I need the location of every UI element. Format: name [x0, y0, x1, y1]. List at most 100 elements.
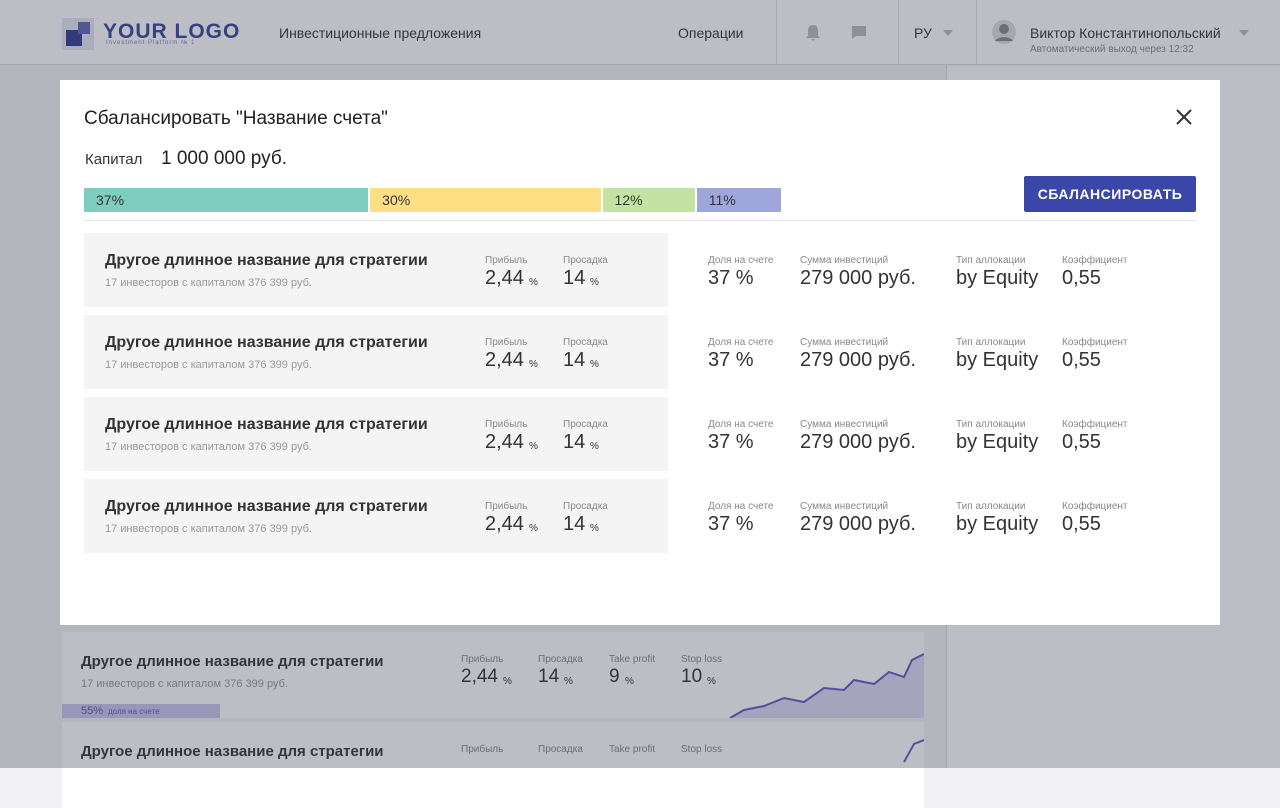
- close-button[interactable]: [1176, 109, 1192, 125]
- user-note: Автоматический выход через 12:32: [1030, 44, 1194, 55]
- strategy-investors: 17 инвесторов с капиталом 376 399 руб.: [81, 678, 288, 690]
- stat-label: Доля на счете: [708, 337, 774, 348]
- allocation-label: 30%: [382, 192, 411, 208]
- stat-label: Прибыль: [485, 337, 528, 348]
- header: YOUR LOGO Investment Platform № 1 Инвест…: [0, 0, 1280, 65]
- stat-unit: %: [529, 441, 538, 452]
- stat-value: by Equity: [956, 513, 1039, 535]
- sparkline: [729, 653, 924, 718]
- strategy-investors: 17 инвесторов с капиталом 376 399 руб.: [105, 277, 312, 289]
- stat-value: 14: [563, 431, 586, 453]
- divider: [898, 0, 899, 65]
- caret: [943, 30, 953, 36]
- strategy-name: Другое длинное название для стратегии: [105, 416, 428, 433]
- stat-label: Доля на счете: [708, 501, 774, 512]
- nav-link[interactable]: Операции: [678, 25, 744, 41]
- stat-value: 9: [609, 666, 620, 687]
- stat-label: Прибыль: [485, 501, 528, 512]
- stat-unit: %: [590, 523, 599, 534]
- capital-label: Капитал: [85, 151, 143, 168]
- icons[interactable]: [804, 24, 874, 42]
- strategy-row: Другое длинное название для стратегии 17 …: [84, 479, 668, 553]
- stat-value: 279 000 руб.: [800, 267, 916, 289]
- stat-value: 14: [563, 349, 586, 371]
- stat-label: Коэффициент: [1062, 337, 1128, 348]
- modal-title: Сбалансировать "Название счета": [84, 108, 388, 129]
- stat-label: Коэффициент: [1062, 419, 1128, 430]
- stat-value: 37 %: [708, 513, 754, 535]
- stat-value: 279 000 руб.: [800, 349, 916, 371]
- stat-unit: %: [503, 676, 512, 687]
- stat-label: Просадка: [563, 337, 608, 348]
- strategy-name: Другое длинное название для стратегии: [105, 334, 428, 351]
- balance-button[interactable]: СБАЛАНСИРОВАТЬ: [1024, 176, 1196, 212]
- modal: Сбалансировать "Название счета" Капитал …: [60, 80, 1220, 625]
- divider: [776, 0, 777, 65]
- stat-label: Доля на счете: [708, 419, 774, 430]
- stat-unit: %: [529, 523, 538, 534]
- stat-label: Take profit: [609, 744, 656, 755]
- logo-sub: Investment Platform № 1: [106, 40, 196, 46]
- strategy-investors: 17 инвесторов с капиталом 376 399 руб.: [105, 359, 312, 371]
- stat-value: by Equity: [956, 349, 1039, 371]
- stat-label: Сумма инвестиций: [800, 501, 889, 512]
- stat-label: Просадка: [563, 255, 608, 266]
- logo[interactable]: YOUR LOGO: [103, 20, 241, 43]
- stat-label: Тип аллокации: [956, 337, 1026, 348]
- stat-value: 14: [563, 513, 586, 535]
- stat-label: Прибыль: [461, 654, 504, 665]
- strategy-row: Другое длинное название для стратегии 17 …: [84, 315, 668, 389]
- allocation-segment: 12%: [602, 188, 695, 212]
- strategy-row: Другое длинное название для стратегии 17 …: [84, 397, 668, 471]
- logo-icon: [62, 18, 94, 50]
- stat-label: Тип аллокации: [956, 501, 1026, 512]
- stat-value: 2,44: [485, 513, 524, 535]
- avatar[interactable]: [992, 20, 1016, 44]
- stat-value: 2,44: [485, 267, 524, 289]
- allocation-label: 12%: [614, 192, 643, 208]
- stat-value: 0,55: [1062, 267, 1101, 289]
- stat-label: Прибыль: [461, 744, 504, 755]
- stat-unit: %: [529, 277, 538, 288]
- stat-value: 2,44: [485, 431, 524, 453]
- stat-value: 0,55: [1062, 513, 1101, 535]
- strategy-name: Другое длинное название для стратегии: [105, 498, 428, 515]
- stat-label: Take profit: [609, 654, 656, 665]
- stat-label: Просадка: [538, 654, 583, 665]
- allocation-segment: 11%: [696, 188, 782, 212]
- stat-value: 2,44: [485, 349, 524, 371]
- strategy-row: Другое длинное название для стратегии 17 …: [84, 233, 668, 307]
- stat-unit: %: [625, 676, 634, 687]
- stat-value: 2,44: [461, 666, 498, 687]
- lang[interactable]: РУ: [914, 25, 932, 41]
- strategy-name: Другое длинное название для стратегии: [105, 252, 428, 269]
- stat-label: Коэффициент: [1062, 501, 1128, 512]
- sparkline: [903, 739, 924, 763]
- stat-unit: %: [707, 676, 716, 687]
- strategy-name: Другое длинное название для стратегии: [81, 743, 384, 760]
- allocation-segment: 30%: [370, 188, 601, 212]
- stat-value: 37 %: [708, 267, 754, 289]
- stat-label: Тип аллокации: [956, 419, 1026, 430]
- stat-label: Прибыль: [485, 419, 528, 430]
- stat-label: Прибыль: [485, 255, 528, 266]
- stat-value: by Equity: [956, 267, 1039, 289]
- stat-unit: %: [529, 359, 538, 370]
- stat-value: 37 %: [708, 349, 754, 371]
- divider: [976, 0, 977, 65]
- allocation-label: 11%: [708, 192, 736, 208]
- stat-value: 10: [681, 666, 703, 687]
- stat-label: Сумма инвестиций: [800, 337, 889, 348]
- stat-value: 0,55: [1062, 349, 1101, 371]
- stat-label: Просадка: [538, 744, 583, 755]
- strategy-investors: 17 инвесторов с капиталом 376 399 руб.: [105, 523, 312, 535]
- allocation-bar: 37% 30% 12% 11%: [84, 188, 984, 212]
- stat-unit: %: [590, 441, 599, 452]
- stat-label: Просадка: [563, 419, 608, 430]
- allocation-segment: 37%: [84, 188, 369, 212]
- stat-label: Сумма инвестиций: [800, 419, 889, 430]
- stat-unit: %: [590, 277, 599, 288]
- user-name[interactable]: Виктор Константинопольский: [1030, 25, 1221, 41]
- nav-link[interactable]: Инвестиционные предложения: [279, 25, 482, 41]
